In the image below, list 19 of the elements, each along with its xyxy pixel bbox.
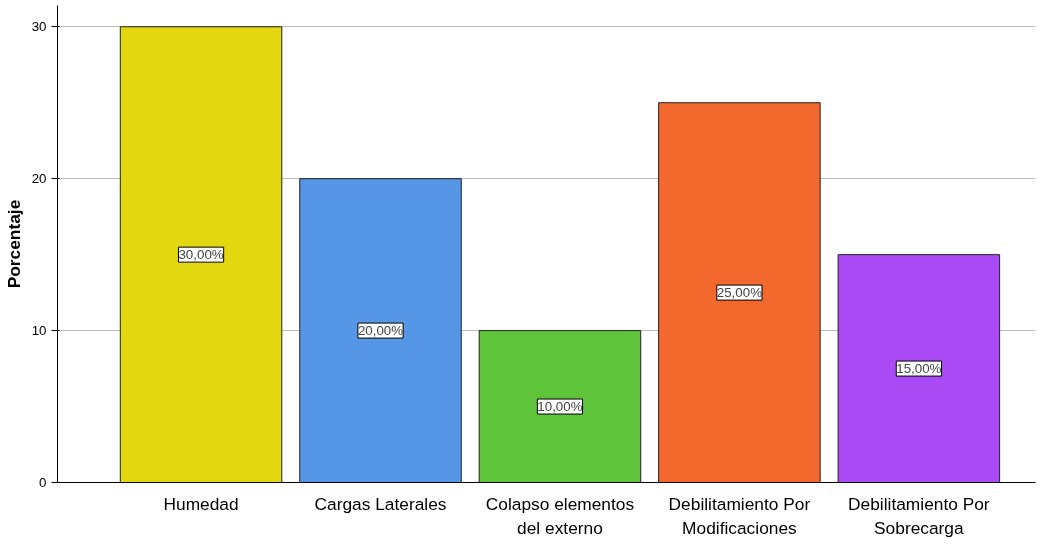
bar <box>837 254 1001 483</box>
x-tick-label: Colapso elementos del externo <box>485 493 635 538</box>
y-tick-label: 30 <box>31 19 47 35</box>
bar <box>658 102 821 483</box>
bar <box>478 330 642 483</box>
y-tick-label: 20 <box>31 171 47 187</box>
data-label: 10,00% <box>537 399 583 415</box>
x-tick-label: Debilitamiento Por Modificaciones <box>668 493 811 538</box>
y-tick-label: 10 <box>31 323 47 339</box>
bar <box>119 26 283 483</box>
data-label: 30,00% <box>178 247 224 263</box>
y-axis-title: Porcentaje <box>3 199 24 289</box>
x-tick-label: Debilitamiento Por Sobrecarga <box>848 493 990 538</box>
data-label: 15,00% <box>896 361 942 377</box>
data-label: 20,00% <box>357 323 404 339</box>
y-tick-label: 0 <box>39 475 47 490</box>
x-tick-label: Cargas Laterales <box>314 493 447 514</box>
bar <box>299 178 462 483</box>
x-tick-label: Humedad <box>163 493 239 514</box>
